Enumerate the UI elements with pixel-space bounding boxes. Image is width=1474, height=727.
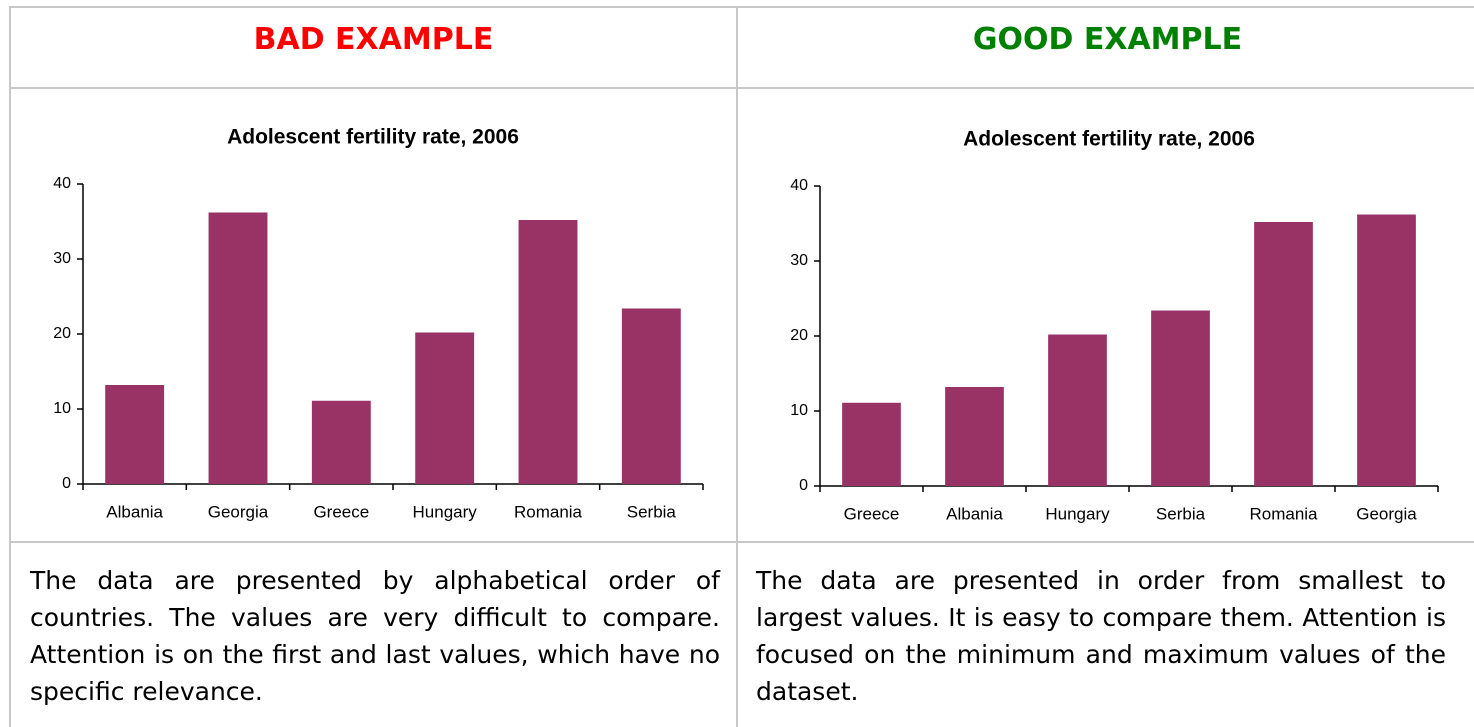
bar xyxy=(311,400,371,484)
bar xyxy=(1048,334,1107,486)
x-tick-label: Romania xyxy=(514,502,583,521)
bar xyxy=(842,402,901,486)
bar xyxy=(518,220,578,484)
description: The data are presented in order from sma… xyxy=(756,566,1446,706)
bar xyxy=(621,308,681,484)
y-tick-label: 0 xyxy=(799,477,808,494)
x-tick-label: Romania xyxy=(1249,504,1318,523)
x-tick-label: Hungary xyxy=(413,502,478,521)
table-border xyxy=(9,6,1474,727)
x-tick-label: Hungary xyxy=(1045,504,1110,523)
bar xyxy=(105,385,165,484)
header-good: GOOD EXAMPLE xyxy=(972,22,1243,57)
y-tick-label: 10 xyxy=(790,402,808,419)
bar xyxy=(1254,222,1313,486)
chart-title: Adolescent fertility rate, 2006 xyxy=(227,126,519,149)
header-bad: BAD EXAMPLE xyxy=(253,22,494,57)
x-tick-label: Serbia xyxy=(1156,504,1206,523)
y-tick-label: 30 xyxy=(53,250,71,267)
y-tick-label: 20 xyxy=(790,327,808,344)
y-tick-label: 40 xyxy=(53,175,71,192)
x-tick-label: Albania xyxy=(946,504,1003,523)
y-tick-label: 20 xyxy=(53,325,71,342)
x-tick-label: Georgia xyxy=(208,502,269,521)
bar xyxy=(945,387,1004,486)
bar xyxy=(208,212,268,484)
x-tick-label: Albania xyxy=(106,502,163,521)
x-tick-label: Serbia xyxy=(627,502,677,521)
bar xyxy=(1151,310,1210,486)
bar xyxy=(1357,214,1416,486)
y-tick-label: 0 xyxy=(62,475,71,492)
y-tick-label: 40 xyxy=(790,177,808,194)
x-tick-label: Georgia xyxy=(1356,504,1417,523)
y-tick-label: 10 xyxy=(53,400,71,417)
description: The data are presented by alphabetical o… xyxy=(30,566,720,706)
bar xyxy=(415,332,475,484)
x-tick-label: Greece xyxy=(844,504,900,523)
chart-title: Adolescent fertility rate, 2006 xyxy=(963,128,1255,151)
y-tick-label: 30 xyxy=(790,252,808,269)
x-tick-label: Greece xyxy=(313,502,369,521)
